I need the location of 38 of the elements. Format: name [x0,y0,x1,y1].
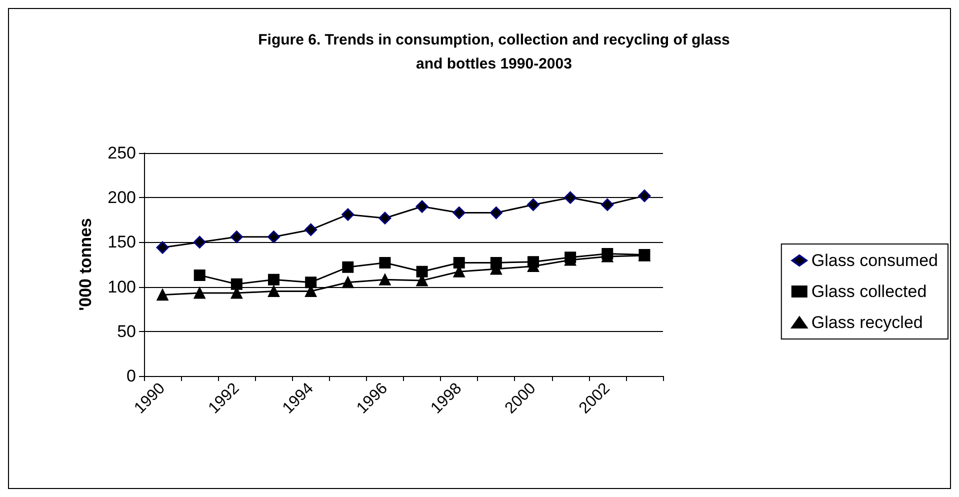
point [416,200,428,213]
point [379,256,391,268]
y-tick-label: 250 [108,144,136,162]
point [194,287,206,299]
y-axis-title: '000 tonnes [76,218,95,311]
point [230,230,243,244]
point [638,190,651,202]
y-tick-label: 0 [126,366,136,386]
legend-label: Glass recycled [811,313,923,332]
point [304,223,318,236]
point [156,289,168,301]
y-tick-label: 200 [108,188,136,208]
point [156,241,169,254]
y-tick-label: 100 [108,277,136,296]
point [193,236,206,248]
chart-title: Figure 6. Trends in consumption, collection and recycling of glass and bottles 1990-2003 [258,32,730,72]
point [305,276,317,288]
legend-label: Glass consumed [811,251,938,270]
point [416,266,428,278]
y-tick-label: 150 [108,232,136,252]
point [342,261,354,273]
point [342,208,354,221]
point [194,269,206,281]
point [527,198,540,211]
point [379,274,391,286]
point [268,274,280,286]
point [342,276,354,288]
point [490,206,502,220]
point [268,230,280,244]
point [230,278,242,290]
point [601,198,614,211]
point [453,256,465,268]
point [452,206,466,220]
point [378,212,392,224]
legend-label: Glass collected [811,282,927,301]
point [564,191,577,204]
point [268,286,280,298]
y-tick-label: 50 [117,322,136,341]
